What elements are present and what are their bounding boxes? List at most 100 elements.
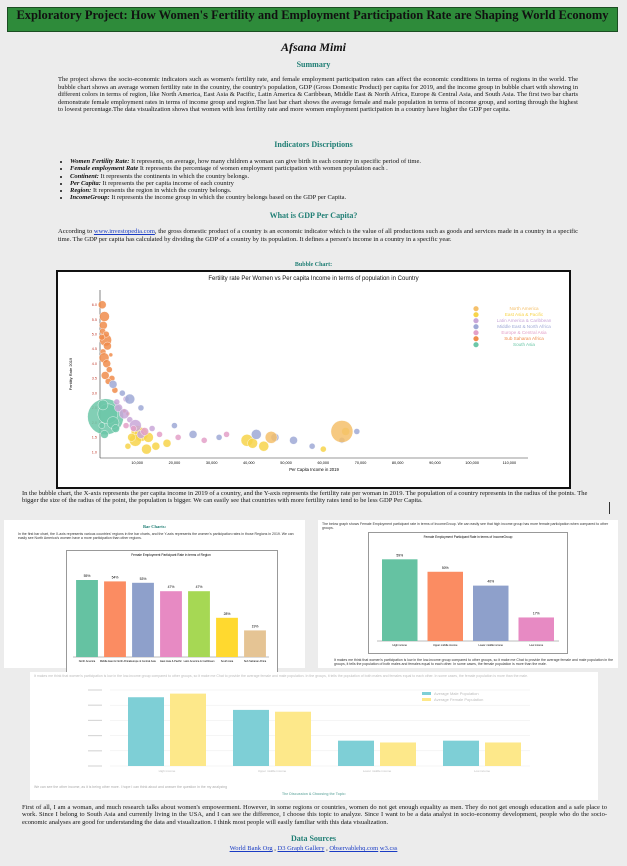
bubble-point <box>100 430 109 439</box>
bubble-point <box>119 389 126 397</box>
x-tick-label: 80,000 <box>392 461 404 465</box>
y-tick-label: 5.5 <box>92 318 97 322</box>
bar-category-label: Lower middle income <box>478 643 503 647</box>
indicators-heading: Indicators Discriptions <box>274 140 353 149</box>
x-tick-label: 20,000 <box>169 461 181 465</box>
bubble-point <box>251 429 262 440</box>
gdp-prefix: According to <box>58 228 94 235</box>
x-tick-label: 70,000 <box>355 461 367 465</box>
bubble-point <box>124 393 135 405</box>
bubble-point <box>320 445 327 453</box>
data-sources-links: World Bank Org , D3 Graph Gallery , Obse… <box>0 845 627 852</box>
source-link-observable[interactable]: Observablehq.com <box>329 845 379 852</box>
legend-label: Sub Saharan Africa <box>504 336 544 341</box>
y-tick-label: 4.5 <box>92 347 97 351</box>
source-link-d3[interactable]: D3 Graph Gallery <box>277 845 325 852</box>
bubble-point <box>308 443 316 450</box>
bar-value-label: 59% <box>396 553 403 557</box>
indicator-term: Female employment Rate <box>70 165 139 173</box>
bar <box>188 591 210 657</box>
bubble-point <box>98 422 106 429</box>
bubble-point <box>174 434 182 441</box>
legend-marker <box>473 318 479 324</box>
indicators-list: Women Fertility Rate: It represents, on … <box>58 158 590 202</box>
y-axis-label: Fertility Rate 2019 <box>68 357 73 390</box>
bubble-point <box>102 359 111 368</box>
bubble-point <box>108 380 118 389</box>
bubble-point <box>101 371 110 380</box>
bar-category-label: Upper middle income <box>258 769 287 773</box>
summary-heading: Summary <box>296 60 331 69</box>
bar-value-label: 50% <box>442 566 449 570</box>
bar-value-label: 55% <box>84 574 91 578</box>
bar <box>518 617 554 641</box>
author-name: Afsana Mimi <box>280 40 346 54</box>
bar-value-label: 53% <box>140 577 147 581</box>
bar2-after: It makes me think that women's participa… <box>334 658 614 667</box>
indicator-term: Per Capita: <box>70 179 101 187</box>
income-bar-svg: Female Employment Participant Rate in te… <box>377 535 559 647</box>
list-item: IncomeGroup: It represents the income gr… <box>70 194 590 201</box>
bubble-point <box>171 422 178 429</box>
summary-text: The project shows the socio-economic ind… <box>58 76 578 114</box>
bar <box>473 585 509 641</box>
x-tick-label: 50,000 <box>280 461 292 465</box>
bubble-point <box>130 425 137 432</box>
bar-category-label: South Asia <box>221 659 234 663</box>
y-tick-label: 3.0 <box>92 391 97 395</box>
bar <box>216 617 238 657</box>
legend-label: Europe & Central Asia <box>501 330 547 335</box>
bubble-point <box>258 441 269 452</box>
bubble-chart-title: Fertility rate Per Women vs Per capita I… <box>208 276 419 282</box>
bar-value-label: 40% <box>487 580 494 584</box>
region-bar-card: Bar Charts: In the first bar chart, the … <box>4 520 305 682</box>
bar-value-label: 54% <box>112 575 119 579</box>
bubble-point <box>99 311 110 322</box>
bar <box>380 742 416 766</box>
bar <box>128 697 164 766</box>
bar-category-label: Latin America & Caribbean <box>184 659 215 663</box>
bubble-point <box>98 333 106 341</box>
gdp-body: , the gross domestic product of a countr… <box>58 228 578 243</box>
bar <box>427 571 463 641</box>
bubble-point <box>140 427 149 436</box>
bar-category-label: Lower middle income <box>363 769 392 773</box>
bar3-top-text: It makes me think that women's participa… <box>34 674 529 678</box>
bubble-point <box>106 366 113 373</box>
bar-category-label: Upper middle income <box>433 643 458 647</box>
legend-marker <box>473 306 479 312</box>
indicator-desc: It represents the per capita income of e… <box>100 179 234 187</box>
legend-marker <box>473 330 479 336</box>
bubble-point <box>289 436 298 445</box>
bubble-section-title: Bubble Chart: <box>294 262 333 268</box>
x-tick-label: 10,000 <box>131 461 143 465</box>
bar-value-label: 17% <box>533 611 540 615</box>
bar <box>382 559 418 641</box>
bubble-point <box>111 424 120 433</box>
legend-label: North America <box>509 306 539 311</box>
bubble-point <box>156 431 163 438</box>
bar2-intro: The below graph shows Female Employment … <box>322 522 609 531</box>
bar-category-label: Low income <box>474 769 490 773</box>
bar-category-label: Middle East & North Africa <box>100 659 131 663</box>
legend-label: Average Male Population <box>434 691 479 696</box>
discussion-heading: The Discussion & Choosing the Topic: <box>282 792 346 796</box>
separator: , <box>272 845 278 852</box>
bubble-point <box>148 425 156 432</box>
bar-value-label: 19% <box>252 624 259 628</box>
bubble-chart: Fertility rate Per Women vs Per capita I… <box>56 270 571 489</box>
source-link-world-bank[interactable]: World Bank Org <box>229 845 273 852</box>
bar <box>104 581 126 657</box>
legend-marker <box>422 692 431 695</box>
x-tick-label: 40,000 <box>243 461 255 465</box>
population-bar-card: It makes me think that women's participa… <box>30 672 598 800</box>
bar <box>338 740 374 766</box>
legend-label: South Asia <box>513 342 535 347</box>
data-sources-heading: Data Sources <box>291 834 336 843</box>
y-tick-label: 1.0 <box>92 450 97 454</box>
bubble-point <box>113 398 120 406</box>
bubble-point <box>103 341 112 351</box>
population-bar-svg: High income Upper middle income Lower midd… <box>88 689 530 773</box>
investopedia-link[interactable]: www.investopedia.com <box>93 228 155 235</box>
source-link-w3css[interactable]: w3.css <box>379 845 398 852</box>
